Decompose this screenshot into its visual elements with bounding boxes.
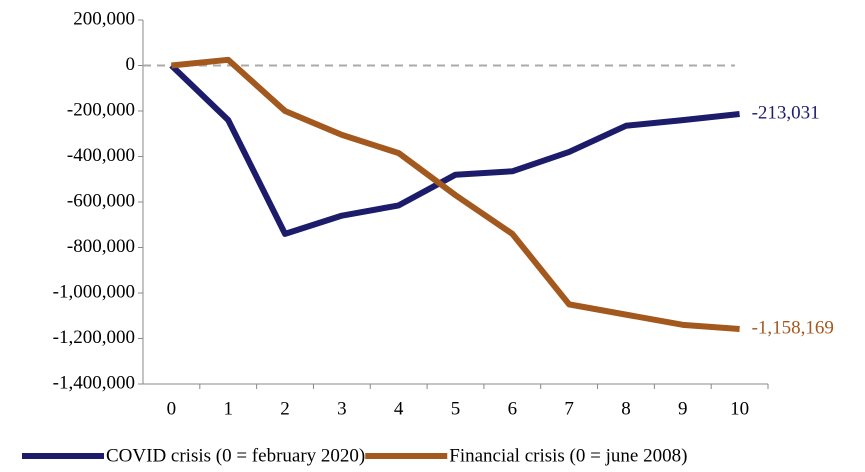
y-tick-label: 0	[126, 54, 136, 75]
x-tick-label: 7	[564, 398, 574, 419]
value-label: -1,158,169	[752, 317, 834, 338]
series-line	[169, 63, 740, 237]
y-tick-label: -1,200,000	[53, 327, 135, 348]
y-tick-label: -200,000	[67, 99, 135, 120]
value-label: -213,031	[752, 102, 820, 123]
series-line	[171, 56, 740, 332]
x-tick-label: 3	[337, 398, 347, 419]
x-tick-label: 2	[280, 398, 290, 419]
x-tick-label: 8	[621, 398, 631, 419]
y-tick-label: -400,000	[67, 145, 135, 166]
x-tick-label: 0	[167, 398, 177, 419]
y-tick-label: -1,000,000	[53, 281, 135, 302]
x-tick-label: 1	[223, 398, 233, 419]
x-tick-label: 5	[451, 398, 461, 419]
legend-label: Financial crisis (0 = june 2008)	[449, 445, 687, 466]
x-tick-label: 9	[678, 398, 688, 419]
y-tick-label: -600,000	[67, 190, 135, 211]
x-tick-label: 4	[394, 398, 404, 419]
y-tick-label: -800,000	[67, 236, 135, 257]
y-tick-label: 200,000	[73, 8, 135, 29]
legend-label: COVID crisis (0 = february 2020)	[106, 445, 365, 466]
x-tick-label: 10	[730, 398, 749, 419]
y-tick-label: -1,400,000	[53, 372, 135, 393]
x-tick-label: 6	[508, 398, 518, 419]
